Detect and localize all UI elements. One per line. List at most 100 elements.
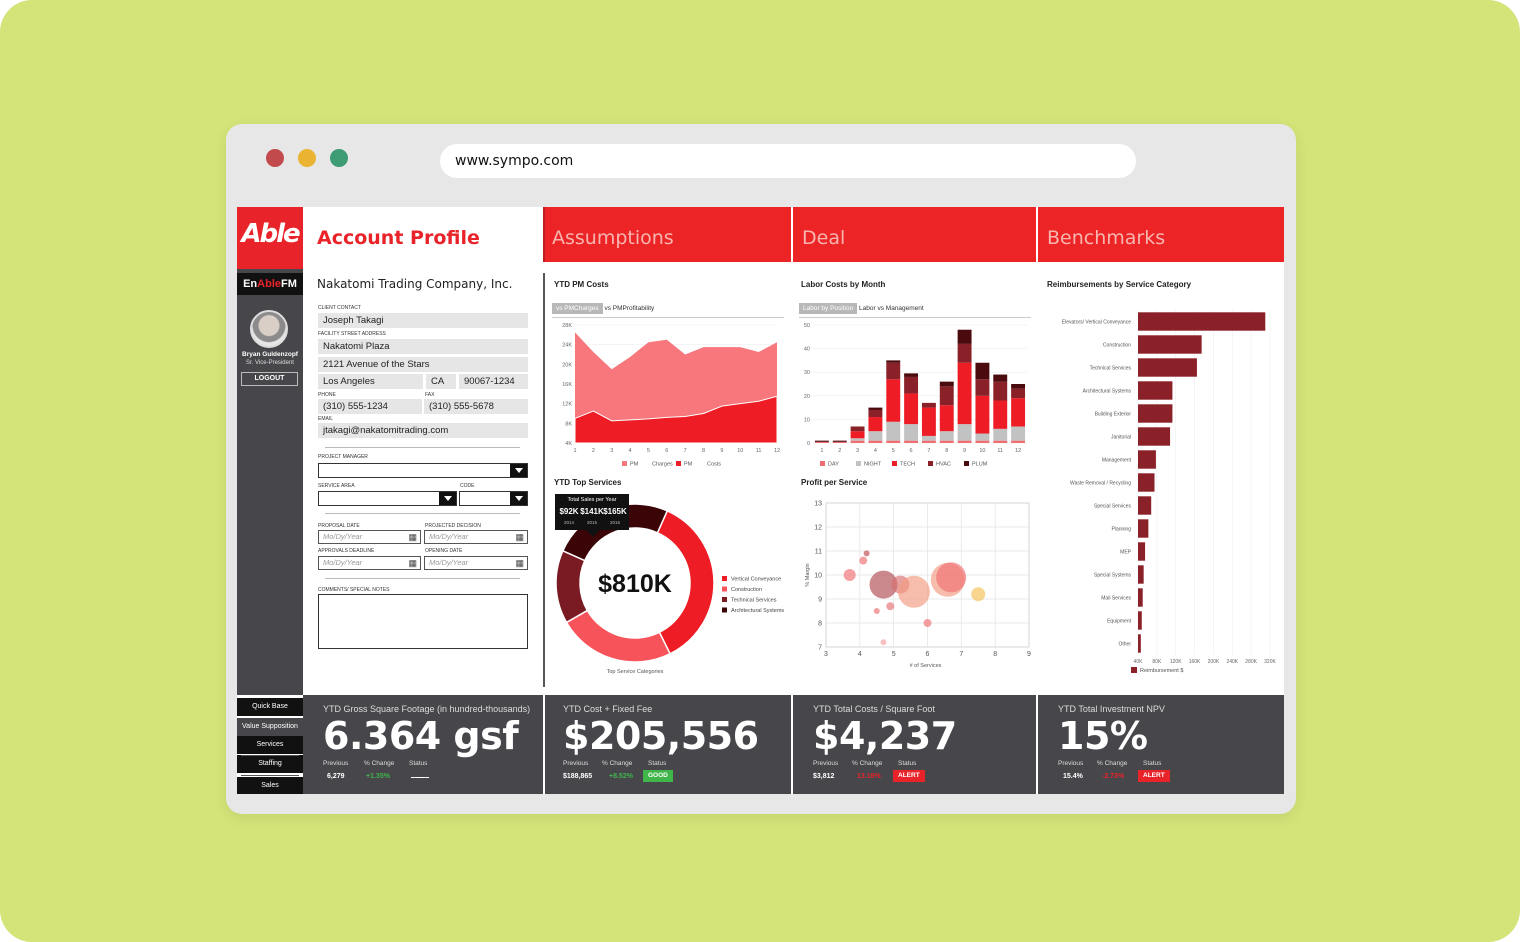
nav-item-services[interactable]: Services	[237, 736, 303, 754]
y-tick-label: 50	[804, 323, 810, 329]
labor-costs-title: Labor Costs by Month	[801, 280, 886, 289]
bar-segment-tech	[921, 407, 936, 436]
bar-segment-hvac	[850, 426, 865, 432]
kpi-previous-value: 15.4%	[1063, 773, 1083, 780]
opening-date-field[interactable]: Mo/Dy/Year ▦	[424, 556, 528, 570]
tab-deal[interactable]: Deal	[793, 207, 1036, 262]
toggle-labor-by-position[interactable]: Labor by Position	[799, 303, 858, 314]
reimbursement-bar	[1138, 611, 1142, 630]
bar-segment-day	[868, 440, 883, 443]
bar-segment-plum	[814, 440, 829, 442]
x-tick-label: 6	[926, 651, 930, 658]
nav-divider	[241, 775, 299, 776]
reimbursement-bar	[1138, 404, 1173, 423]
form-divider	[325, 578, 520, 579]
calendar-icon[interactable]: ▦	[408, 558, 417, 568]
avatar[interactable]	[250, 310, 288, 348]
bar-segment-day	[921, 440, 936, 443]
legend-label: Reimbursement $	[1140, 668, 1183, 674]
chevron-down-icon[interactable]	[510, 492, 527, 505]
tab-divider	[1036, 207, 1038, 262]
service-area-dropdown[interactable]	[318, 491, 457, 506]
category-label: Architectural Systems	[1083, 389, 1132, 395]
address-line1-field[interactable]: Nakatomi Plaza	[318, 339, 528, 354]
project-manager-dropdown[interactable]	[318, 463, 528, 478]
x-tick-label: 5	[647, 448, 650, 454]
bubble-point	[869, 570, 898, 599]
kpi-value: 15%	[1058, 714, 1148, 758]
y-tick-label: 4K	[565, 441, 572, 447]
logout-button[interactable]: LOGOUT	[241, 372, 298, 386]
calendar-icon[interactable]: ▦	[408, 532, 417, 542]
toggle-labor-vs-management[interactable]: Labor vs Management	[859, 305, 924, 312]
legend-swatch	[722, 576, 727, 581]
approvals-deadline-field[interactable]: Mo/Dy/Year ▦	[318, 556, 421, 570]
legend-swatch	[964, 461, 969, 466]
bar-segment-tech	[1011, 398, 1026, 427]
bar-segment-day	[904, 440, 919, 443]
reimbursement-bar	[1138, 588, 1143, 607]
fax-field[interactable]: (310) 555-5678	[424, 399, 528, 414]
client-contact-field[interactable]: Joseph Takagi	[318, 313, 528, 328]
email-field[interactable]: jtakagi@nakatomitrading.com	[318, 423, 528, 438]
proposal-date-field[interactable]: Mo/Dy/Year ▦	[318, 530, 421, 544]
calendar-icon[interactable]: ▦	[515, 532, 524, 542]
chevron-down-icon[interactable]	[510, 464, 527, 477]
bar-segment-day	[939, 440, 954, 443]
tab-benchmarks[interactable]: Benchmarks	[1038, 207, 1284, 262]
y-tick-label: 28K	[562, 323, 572, 329]
kpi-title: YTD Total Investment NPV	[1058, 704, 1165, 714]
donut-center-total: $810K	[598, 570, 672, 598]
tab-account-profile[interactable]: Account Profile	[317, 227, 480, 249]
opening-date-label: OPENING DATE	[425, 548, 463, 554]
status-dash	[411, 777, 429, 778]
close-window-dot[interactable]	[266, 149, 284, 167]
toggle-vs-pm-charges[interactable]: vs PMCharges	[552, 303, 603, 314]
legend-label: PM	[684, 462, 693, 468]
zip-field[interactable]: 90067-1234	[459, 374, 528, 389]
y-tick-label: 13	[814, 501, 822, 508]
chevron-down-icon[interactable]	[439, 492, 456, 505]
category-label: Construction	[1103, 343, 1131, 349]
nav-item-sales[interactable]: Sales	[237, 777, 303, 794]
x-tick-label: 280K	[1245, 659, 1257, 665]
date-placeholder: Mo/Dy/Year	[429, 532, 469, 541]
maximize-window-dot[interactable]	[330, 149, 348, 167]
legend-swatch	[722, 597, 727, 602]
nav-item-quick-base[interactable]: Quick Base	[237, 698, 303, 716]
minimize-window-dot[interactable]	[298, 149, 316, 167]
city-field[interactable]: Los Angeles	[318, 374, 423, 389]
address-line2-field[interactable]: 2121 Avenue of the Stars	[318, 357, 528, 372]
x-tick-label: 9	[1027, 651, 1031, 658]
projected-decision-field[interactable]: Mo/Dy/Year ▦	[424, 530, 528, 544]
kpi-cost-fixed-fee: YTD Cost + Fixed Fee $205,556 Previous %…	[543, 695, 791, 794]
category-label: Building Exterior	[1095, 412, 1132, 418]
tooltip-title: Total Sales per Year	[567, 497, 617, 503]
kpi-investment-npv: YTD Total Investment NPV 15% Previous % …	[1038, 695, 1284, 794]
category-label: MEP	[1120, 550, 1132, 556]
bubble-point	[971, 587, 986, 602]
x-tick-label: 1	[573, 448, 576, 454]
legend-label: HVAC	[936, 462, 951, 468]
toggle-vs-pm-profitability[interactable]: vs PMProfitability	[604, 305, 655, 312]
comments-textarea[interactable]	[318, 594, 528, 649]
y-tick-label: 9	[818, 597, 822, 604]
bar-segment-day	[850, 440, 865, 443]
kpi-change-label: % Change	[364, 760, 395, 767]
calendar-icon[interactable]: ▦	[515, 558, 524, 568]
nav-item-staffing[interactable]: Staffing	[237, 755, 303, 773]
address-bar[interactable]: www.sympo.com	[440, 144, 1136, 178]
status-badge-alert: ALERT	[1138, 770, 1170, 782]
nav-item-value-supposition[interactable]: Value Supposition	[237, 718, 303, 736]
x-tick-label: 200K	[1208, 659, 1220, 665]
phone-field[interactable]: (310) 555-1234	[318, 399, 422, 414]
reimbursement-bar	[1138, 450, 1156, 469]
logo-suffix: FM	[281, 278, 297, 290]
y-tick-label: 24K	[562, 343, 572, 349]
kpi-change-value: +8.52%	[609, 773, 633, 780]
tab-assumptions[interactable]: Assumptions	[543, 207, 791, 262]
x-tick-label: 3	[824, 651, 828, 658]
state-field[interactable]: CA	[426, 374, 456, 389]
code-dropdown[interactable]	[459, 491, 528, 506]
kpi-value: $4,237	[813, 714, 957, 758]
